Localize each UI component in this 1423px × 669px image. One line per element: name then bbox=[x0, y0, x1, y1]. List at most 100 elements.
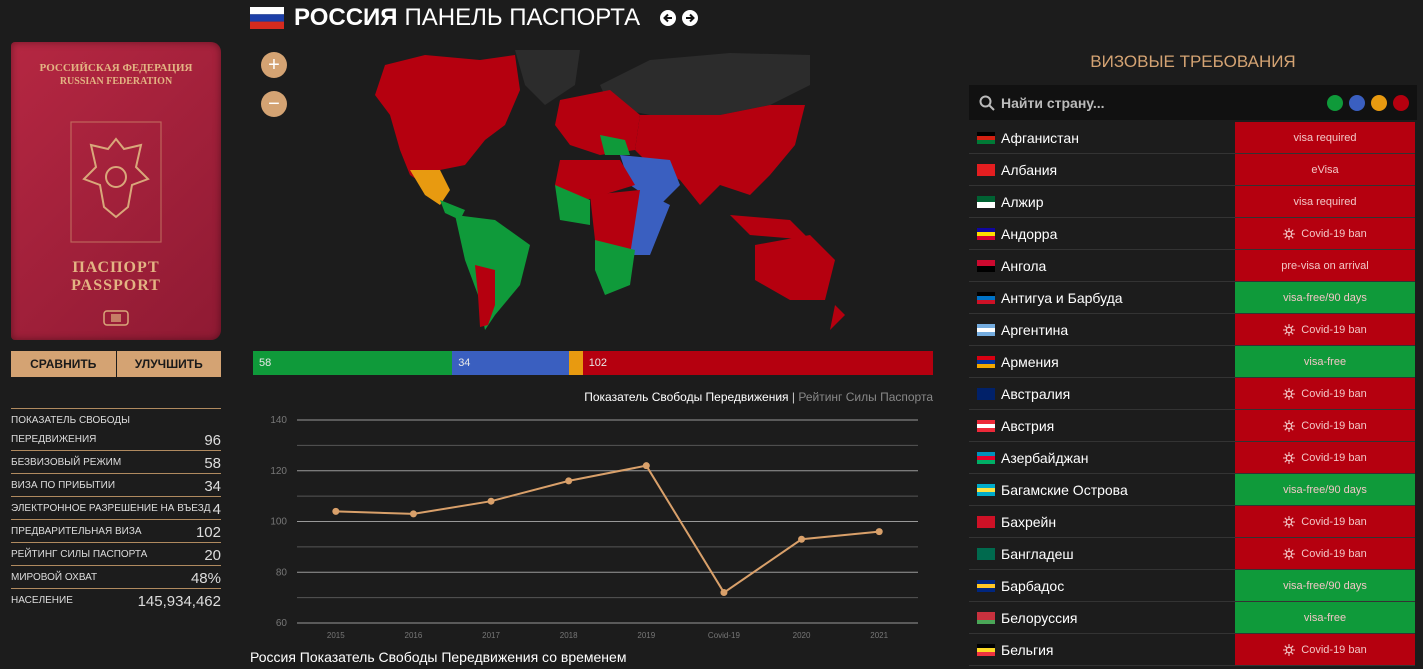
zoom-in[interactable]: + bbox=[261, 52, 287, 78]
flag bbox=[977, 579, 995, 592]
country-cell: Австрия bbox=[969, 410, 1235, 441]
stat-label: БЕЗВИЗОВЫЙ РЕЖИМ bbox=[11, 457, 122, 468]
country-name: Багамские Острова bbox=[1001, 481, 1128, 498]
country-row[interactable]: Белоруссия visa-free bbox=[969, 602, 1415, 634]
flag-stripe bbox=[977, 393, 995, 400]
flag-stripe bbox=[977, 521, 995, 528]
line-chart: 60 80 100 120 140 2015 2016 2017 2018 2019 Covid-1… bbox=[270, 415, 918, 640]
flag bbox=[977, 131, 995, 144]
status-cell: Covid-19 ban bbox=[1235, 378, 1415, 409]
stat-label: ВИЗА ПО ПРИБЫТИИ bbox=[11, 480, 116, 491]
country-cell: Барбадос bbox=[969, 570, 1235, 601]
flag-stripe bbox=[977, 227, 995, 232]
country-row[interactable]: Андорра Covid-19 ban bbox=[969, 218, 1415, 250]
stat-value: 96 bbox=[204, 432, 221, 449]
stat-row: МИРОВОЙ ОХВАТ 48% bbox=[11, 565, 221, 588]
country-cell: Бельгия bbox=[969, 634, 1235, 665]
country-name: Антигуа и Барбуда bbox=[1001, 289, 1123, 306]
country-row[interactable]: Азербайджан Covid-19 ban bbox=[969, 442, 1415, 474]
status-cell: Covid-19 ban bbox=[1235, 218, 1415, 249]
status-cell: pre-visa on arrival bbox=[1235, 250, 1415, 281]
y-tick-label: 140 bbox=[270, 415, 287, 426]
legend-dot[interactable] bbox=[1349, 94, 1365, 111]
country-row[interactable]: Албания eVisa bbox=[969, 154, 1415, 186]
country-name: Белоруссия bbox=[1001, 609, 1078, 626]
flag bbox=[977, 611, 995, 624]
region bbox=[375, 55, 520, 185]
flag-stripe bbox=[977, 583, 995, 588]
legend-dot[interactable] bbox=[1393, 94, 1409, 111]
bar-label: 102 bbox=[588, 357, 608, 369]
tab-inactive[interactable]: Рейтинг Силы Паспорта bbox=[798, 390, 933, 404]
bar-label: 58 bbox=[259, 357, 272, 369]
country-row[interactable]: Бельгия Covid-19 ban bbox=[969, 634, 1415, 666]
status-text: visa-free bbox=[1303, 355, 1347, 368]
flag bbox=[977, 323, 995, 336]
flag-stripe bbox=[977, 455, 995, 460]
covid-icon bbox=[1283, 323, 1296, 336]
country-row[interactable]: Ангола pre-visa on arrival bbox=[969, 250, 1415, 282]
icon-part bbox=[1286, 326, 1293, 333]
flag-stripe bbox=[977, 295, 995, 300]
legend-dot[interactable] bbox=[1371, 94, 1387, 111]
country-row[interactable]: Армения visa-free bbox=[969, 346, 1415, 378]
region bbox=[755, 235, 835, 300]
status-cell: Covid-19 ban bbox=[1235, 410, 1415, 441]
icon-part bbox=[1286, 230, 1293, 237]
region bbox=[440, 200, 465, 220]
compare-button[interactable]: СРАВНИТЬ bbox=[11, 351, 116, 377]
country-row[interactable]: Австралия Covid-19 ban bbox=[969, 378, 1415, 410]
status-cell: Covid-19 ban bbox=[1235, 538, 1415, 569]
legend-dot[interactable] bbox=[1327, 94, 1343, 111]
flag-stripe bbox=[977, 611, 995, 616]
stat-label: ПРЕДВАРИТЕЛЬНАЯ ВИЗА bbox=[11, 526, 142, 537]
visa-bar: 58 34 102 bbox=[253, 351, 933, 375]
flag bbox=[977, 643, 995, 656]
country-row[interactable]: Антигуа и Барбуда visa-free/90 days bbox=[969, 282, 1415, 314]
x-tick-label: 2020 bbox=[793, 631, 811, 640]
country-row[interactable]: Алжир visa required bbox=[969, 186, 1415, 218]
country-row[interactable]: Аргентина Covid-19 ban bbox=[969, 314, 1415, 346]
flag-stripe bbox=[977, 363, 995, 368]
flag-stripe bbox=[977, 553, 995, 560]
status-cell: visa required bbox=[1235, 122, 1415, 153]
country-row[interactable]: Бангладеш Covid-19 ban bbox=[969, 538, 1415, 570]
country-cell: Азербайджан bbox=[969, 442, 1235, 473]
status-text: Covid-19 ban bbox=[1301, 323, 1367, 336]
country-cell: Алжир bbox=[969, 186, 1235, 217]
tab-active[interactable]: Показатель Свободы Передвижения bbox=[584, 390, 789, 404]
status-text: Covid-19 ban bbox=[1301, 547, 1367, 560]
tab-separator: | bbox=[791, 390, 796, 404]
flag bbox=[977, 419, 995, 432]
status-text: pre-visa on arrival bbox=[1281, 259, 1369, 272]
country-cell: Ангола bbox=[969, 250, 1235, 281]
covid-icon bbox=[1283, 643, 1296, 656]
flag-stripe bbox=[977, 327, 995, 332]
stat-label: ЭЛЕКТРОННОЕ РАЗРЕШЕНИЕ НА ВЪЕЗД bbox=[11, 503, 211, 514]
flag-stripe bbox=[977, 451, 995, 456]
status-cell: Covid-19 ban bbox=[1235, 314, 1415, 345]
passport-line: РОССИЙСКАЯ ФЕДЕРАЦИЯ bbox=[39, 62, 193, 74]
region bbox=[620, 155, 680, 205]
country-row[interactable]: Барбадос visa-free/90 days bbox=[969, 570, 1415, 602]
point bbox=[409, 510, 417, 518]
search-box[interactable]: Найти страну... bbox=[969, 85, 1417, 120]
country-name: Армения bbox=[1001, 353, 1059, 370]
country-cell: Бангладеш bbox=[969, 538, 1235, 569]
point bbox=[487, 497, 495, 505]
flag bbox=[977, 163, 995, 176]
country-row[interactable]: Австрия Covid-19 ban bbox=[969, 410, 1415, 442]
point bbox=[798, 535, 806, 543]
icon-part bbox=[1283, 547, 1296, 560]
nav-arrows[interactable] bbox=[660, 9, 710, 27]
title-bold: РОССИЯ bbox=[294, 4, 398, 31]
improve-button[interactable]: УЛУЧШИТЬ bbox=[115, 351, 221, 377]
country-row[interactable]: Афганистан visa required bbox=[969, 122, 1415, 154]
zoom-out[interactable]: − bbox=[261, 91, 287, 117]
country-row[interactable]: Бахрейн Covid-19 ban bbox=[969, 506, 1415, 538]
region bbox=[515, 50, 580, 105]
country-row[interactable]: Багамские Острова visa-free/90 days bbox=[969, 474, 1415, 506]
status-text: visa-free/90 days bbox=[1283, 483, 1367, 496]
region bbox=[595, 240, 635, 295]
